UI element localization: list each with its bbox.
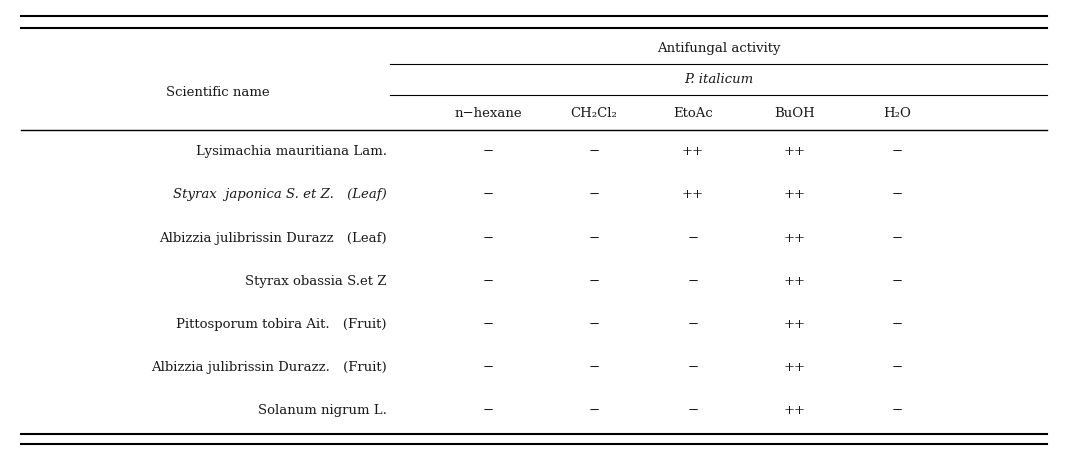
Text: ++: ++ [784,231,806,244]
Text: −: − [891,361,902,374]
Text: −: − [483,404,494,417]
Text: −: − [891,318,902,331]
Text: −: − [687,318,698,331]
Text: P. italicum: P. italicum [684,73,753,86]
Text: Styrax  japonica S. et Z.  (Leaf): Styrax japonica S. et Z. (Leaf) [173,188,387,201]
Text: −: − [891,231,902,244]
Text: −: − [483,361,494,374]
Text: −: − [589,318,599,331]
Text: ++: ++ [784,188,806,201]
Text: ++: ++ [784,318,806,331]
Text: −: − [687,404,698,417]
Text: CH₂Cl₂: CH₂Cl₂ [570,107,618,120]
Text: Antifungal activity: Antifungal activity [657,42,780,55]
Text: −: − [483,274,494,288]
Text: −: − [589,361,599,374]
Text: −: − [891,274,902,288]
Text: −: − [483,146,494,158]
Text: ++: ++ [682,188,703,201]
Text: −: − [589,231,599,244]
Text: −: − [589,404,599,417]
Text: Albizzia julibrissin Durazz  (Leaf): Albizzia julibrissin Durazz (Leaf) [159,231,387,244]
Text: ++: ++ [784,274,806,288]
Text: −: − [589,274,599,288]
Text: Pittosporum tobira Ait.  (Fruit): Pittosporum tobira Ait. (Fruit) [176,318,387,331]
Text: −: − [687,274,698,288]
Text: ++: ++ [784,361,806,374]
Text: −: − [891,404,902,417]
Text: Solanum nigrum L.: Solanum nigrum L. [258,404,387,417]
Text: BuOH: BuOH [774,107,815,120]
Text: Styrax obassia S.et Z: Styrax obassia S.et Z [245,274,387,288]
Text: Scientific name: Scientific name [165,86,270,99]
Text: −: − [687,361,698,374]
Text: −: − [891,146,902,158]
Text: ++: ++ [784,404,806,417]
Text: −: − [483,231,494,244]
Text: ++: ++ [682,146,703,158]
Text: −: − [687,231,698,244]
Text: −: − [891,188,902,201]
Text: −: − [483,318,494,331]
Text: n−hexane: n−hexane [455,107,522,120]
Text: Lysimachia mauritiana Lam.: Lysimachia mauritiana Lam. [195,146,387,158]
Text: ++: ++ [784,146,806,158]
Text: −: − [589,188,599,201]
Text: EtoAc: EtoAc [672,107,713,120]
Text: −: − [483,188,494,201]
Text: −: − [589,146,599,158]
Text: H₂O: H₂O [883,107,911,120]
Text: Albizzia julibrissin Durazz.  (Fruit): Albizzia julibrissin Durazz. (Fruit) [150,361,387,374]
